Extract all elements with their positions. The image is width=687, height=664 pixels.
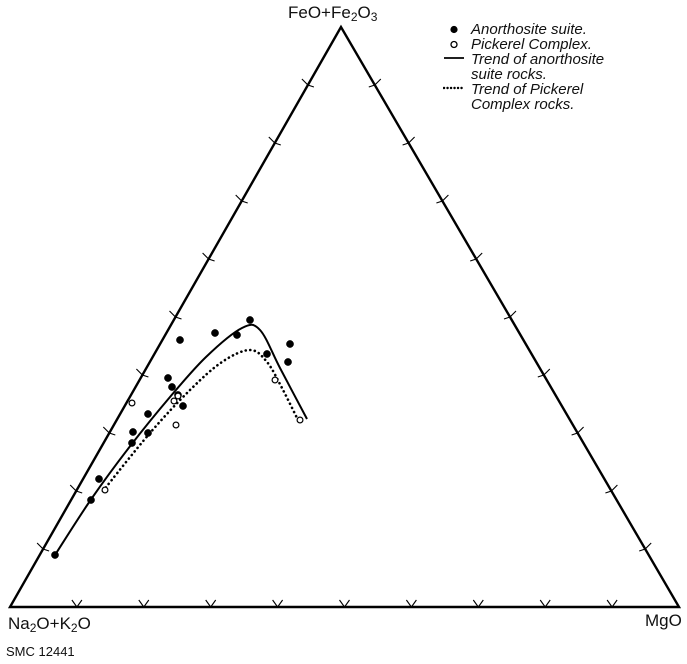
axis-tick [71,599,83,608]
pickerel-point [172,421,180,429]
axis-tick [606,599,618,608]
vertex-label-left: Na2O+K2O [8,614,91,635]
axis-tick [36,542,50,552]
axis-tick [539,599,551,608]
anorthosite-point [164,374,172,382]
legend-label: Trend of anorthosite [471,51,605,68]
axis-tick [503,310,517,320]
legend-label: Trend of Pickerel [471,81,584,98]
dotted-line-icon [443,86,466,90]
pickerel-point [170,397,178,405]
axis-tick [69,484,83,494]
legend-entry-anorthosite: Anorthosite suite. [443,22,604,37]
frame-ticks [36,78,652,608]
anorthosite-point [286,340,294,348]
anorthosite-point [95,475,103,483]
axis-tick [470,252,483,262]
anorthosite-point [129,428,137,436]
anorthosite-point [144,429,152,437]
axis-tick [639,542,652,552]
axis-tick [138,599,150,608]
solid-line-icon [444,57,464,59]
pickerel-point [174,392,182,400]
pickerel-point [101,486,109,494]
anorthosite-point [128,439,136,447]
axis-tick [405,599,417,608]
legend-entry-pickerel-trend: Trend of Pickerel [443,82,604,97]
axis-tick [268,136,281,146]
figure-code: SMC 12441 [6,644,75,659]
axis-tick [472,599,484,608]
anorthosite-point [168,383,176,391]
pickerel-trend-line [101,348,300,493]
axis-tick [169,310,182,320]
legend-label: Anorthosite suite. [471,21,587,38]
legend-label: Complex rocks. [471,96,575,113]
anorthosite-point [246,316,254,324]
anorthosite-point [233,331,241,339]
axis-tick [301,78,315,88]
axis-tick [235,194,248,204]
axis-tick [436,194,449,204]
axis-tick [402,136,415,146]
anorthosite-point [176,336,184,344]
vertex-label-right: MgO [645,611,682,630]
pickerel-point [271,376,279,384]
axis-tick [102,426,116,436]
legend-entry-anorthosite-trend: Trend of anorthosite [443,52,604,67]
anorthosite-point [51,551,59,559]
pickerel-point [296,416,304,424]
legend-label: suite rocks. [471,66,547,83]
legend-entry-anorthosite-trend-cont: suite rocks. [443,67,604,82]
axis-tick [368,78,382,88]
legend-label: Pickerel Complex. [471,36,592,53]
legend: Anorthosite suite. Pickerel Complex. Tre… [443,22,604,112]
anorthosite-point [263,350,271,358]
data-points [51,316,304,559]
legend-entry-pickerel: Pickerel Complex. [443,37,604,52]
anorthosite-point [211,329,219,337]
pickerel-point [128,399,136,407]
axis-tick [205,599,217,608]
axis-tick [339,599,350,608]
axis-tick [571,426,584,436]
anorthosite-point [179,402,187,410]
open-circle-icon [450,40,458,49]
axis-tick [605,484,618,494]
ternary-frame [7,24,682,609]
anorthosite-point [284,358,292,366]
axis-tick [202,252,215,262]
anorthosite-point [144,410,152,418]
anorthosite-trend-line [54,323,308,556]
axis-tick [537,368,551,378]
filled-circle-icon [450,25,458,34]
vertex-label-top: FeO+Fe2O3 [288,3,378,24]
legend-entry-pickerel-trend-cont: Complex rocks. [443,97,604,112]
anorthosite-point [87,496,95,504]
axis-tick [136,368,149,378]
axis-tick [272,599,284,608]
